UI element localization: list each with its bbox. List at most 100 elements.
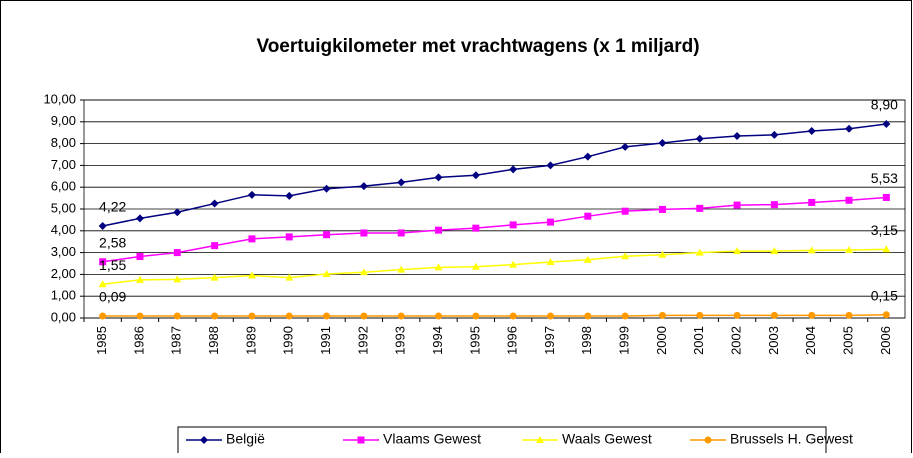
data-point [99, 258, 107, 266]
x-tick-label: 1990 [281, 326, 296, 355]
legend-marker [357, 436, 365, 444]
x-tick-label: 1997 [542, 326, 557, 355]
data-point [322, 269, 331, 277]
data-label: 5,53 [871, 170, 898, 186]
data-point [285, 191, 294, 200]
legend-label: Waals Gewest [562, 431, 652, 447]
data-point [173, 275, 182, 283]
x-tick-label: 2006 [878, 326, 893, 355]
data-label: 2,58 [99, 234, 126, 250]
data-point [509, 260, 518, 268]
data-point [546, 257, 555, 265]
data-point [210, 199, 219, 208]
x-tick-label: 1986 [131, 326, 146, 355]
data-point [808, 311, 816, 319]
data-point [696, 311, 704, 319]
data-point [135, 275, 144, 283]
x-tick-label: 2000 [654, 326, 669, 355]
data-point [770, 201, 778, 209]
x-tick-label: 1988 [206, 326, 221, 355]
legend-label: Brussels H. Gewest [730, 431, 853, 447]
data-point [882, 119, 891, 128]
series-line [102, 123, 887, 227]
data-point [472, 312, 480, 320]
data-point [584, 212, 592, 220]
data-point [435, 226, 443, 234]
data-point [509, 312, 517, 320]
data-point [135, 214, 144, 223]
data-point [696, 204, 704, 212]
data-point [733, 131, 742, 140]
data-point [472, 224, 480, 232]
data-point [435, 312, 443, 320]
data-point [360, 229, 368, 237]
data-label: 0,09 [99, 289, 126, 305]
legend-marker [704, 436, 712, 444]
y-tick-label: 10,00 [43, 91, 76, 106]
legend-label: Vlaams Gewest [383, 431, 481, 447]
data-point [285, 233, 293, 241]
data-point [584, 312, 592, 320]
data-point [658, 138, 667, 147]
y-tick-label: 6,00 [51, 179, 76, 194]
data-point [285, 312, 293, 320]
data-point [583, 152, 592, 161]
x-tick-label: 2005 [840, 326, 855, 355]
legend-label: België [226, 431, 265, 447]
data-label: 0,15 [871, 287, 898, 303]
y-tick-label: 1,00 [51, 288, 76, 303]
data-point [136, 312, 144, 320]
data-point [210, 273, 219, 281]
data-point [173, 249, 181, 257]
data-point [136, 253, 144, 261]
y-tick-label: 8,00 [51, 135, 76, 150]
legend: België Vlaams Gewest Waals Gewest Brussels … [177, 426, 853, 458]
data-point [173, 208, 182, 217]
legend-marker [200, 436, 208, 444]
data-point [770, 247, 779, 255]
data-point [845, 245, 854, 253]
chart-title: Voertuigkilometer met vrachtwagens (x 1 … [256, 36, 699, 57]
data-point [471, 171, 480, 180]
data-point [397, 312, 405, 320]
series-line [102, 196, 887, 263]
data-point [248, 312, 256, 320]
data-point [807, 246, 816, 254]
data-point [285, 273, 294, 281]
legend-marker [536, 436, 544, 443]
data-point [98, 280, 107, 288]
y-tick-label: 4,00 [51, 222, 76, 237]
x-tick-label: 2002 [729, 326, 744, 355]
x-tick-label: 1989 [243, 326, 258, 355]
data-point [807, 126, 816, 135]
data-point [546, 312, 554, 320]
data-label: 1,55 [99, 257, 126, 273]
data-point [509, 165, 518, 174]
x-tick-label: 1998 [579, 326, 594, 355]
data-point [397, 265, 406, 273]
x-tick-label: 1992 [355, 326, 370, 355]
x-tick-label: 1999 [617, 326, 632, 355]
y-tick-label: 9,00 [51, 113, 76, 128]
x-tick-label: 2001 [691, 326, 706, 355]
y-tick-label: 5,00 [51, 200, 76, 215]
x-tick-label: 1985 [94, 326, 109, 355]
data-point [845, 311, 853, 319]
data-point [621, 142, 630, 151]
data-point [770, 311, 778, 319]
data-point [882, 245, 891, 253]
series-line [102, 313, 887, 317]
data-point [247, 271, 256, 279]
x-tick-label: 2003 [766, 326, 781, 355]
x-tick-label: 1991 [318, 326, 333, 355]
data-point [471, 262, 480, 270]
data-label: 3,15 [871, 222, 898, 238]
data-point [509, 221, 517, 229]
data-point [882, 311, 890, 319]
data-point [546, 161, 555, 170]
data-point [621, 252, 630, 260]
data-point [397, 178, 406, 187]
data-point [695, 248, 704, 256]
data-point [99, 312, 107, 320]
